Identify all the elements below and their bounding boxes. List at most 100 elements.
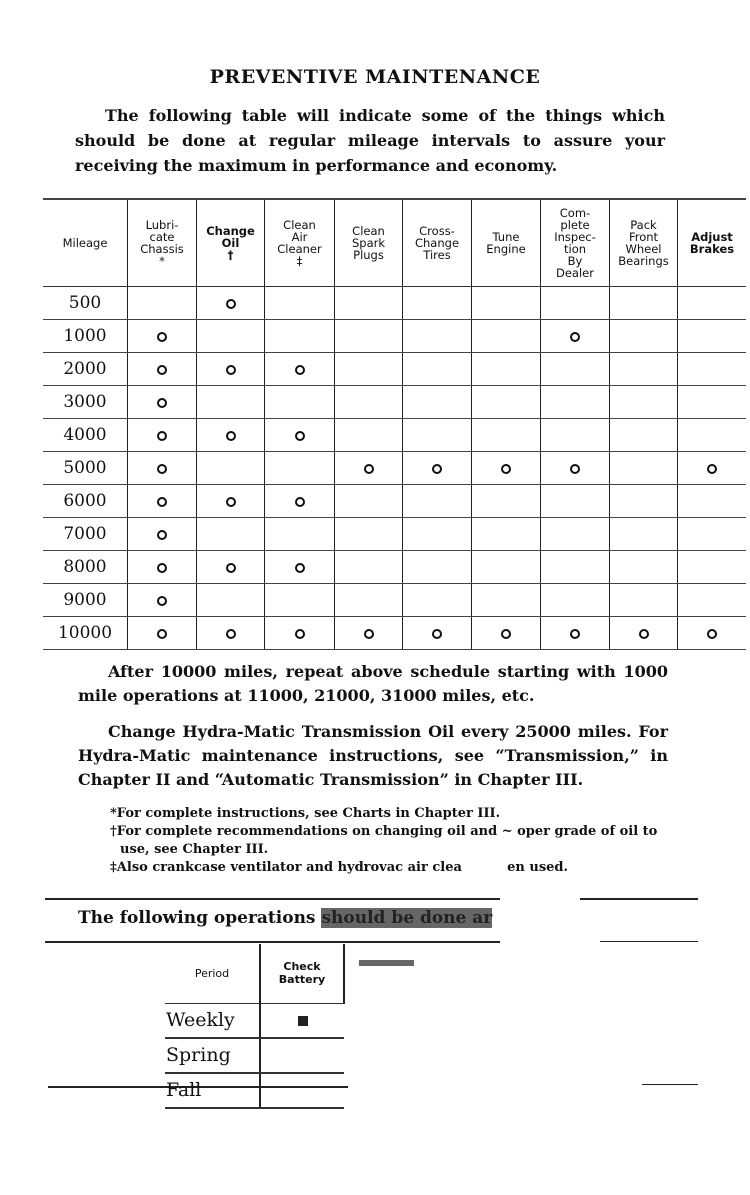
mileage-cell: 6000 (43, 484, 128, 518)
service-mark-icon (225, 628, 236, 639)
schedule-cell (196, 451, 265, 485)
schedule-cell (540, 517, 610, 551)
schedule-cell (334, 517, 403, 551)
schedule-cell (264, 550, 335, 584)
mileage-cell: 3000 (43, 385, 128, 419)
schedule-cell (402, 385, 472, 419)
service-mark-icon (638, 628, 649, 639)
divider (45, 941, 500, 943)
service-mark-icon (570, 463, 580, 474)
battery-cell (259, 1003, 344, 1039)
service-mark-icon (157, 595, 167, 606)
schedule-cell (677, 418, 746, 452)
schedule-cell (609, 385, 678, 419)
column-header: Clean Air Cleaner ‡ (264, 198, 335, 287)
service-mark-icon (157, 562, 167, 573)
column-header: Mileage (43, 198, 128, 287)
schedule-cell (677, 451, 746, 485)
schedule-cell (540, 451, 610, 485)
battery-cell (259, 1037, 344, 1074)
schedule-cell (127, 286, 197, 320)
service-mark-icon (294, 430, 305, 441)
schedule-cell (402, 418, 472, 452)
table-row: 6000 (43, 484, 746, 518)
service-mark-icon (157, 463, 167, 474)
schedule-cell (471, 319, 541, 353)
schedule-cell (127, 484, 197, 518)
schedule-cell (402, 517, 472, 551)
schedule-cell (609, 352, 678, 386)
schedule-cell (127, 616, 197, 650)
schedule-cell (334, 550, 403, 584)
service-mark-icon (225, 430, 236, 441)
schedule-cell (196, 319, 265, 353)
service-mark-icon (501, 463, 511, 474)
schedule-cell (540, 352, 610, 386)
schedule-cell (402, 484, 472, 518)
period-row: Fall (165, 1072, 427, 1109)
service-mark-icon (225, 364, 236, 375)
schedule-cell (334, 286, 403, 320)
service-mark-icon (157, 496, 167, 507)
schedule-cell (334, 484, 403, 518)
schedule-cell (264, 583, 335, 617)
service-mark-icon (157, 430, 167, 441)
divider (600, 941, 698, 942)
header-check-battery: Check Battery (259, 944, 344, 1004)
schedule-cell (677, 484, 746, 518)
table-row: 8000 (43, 550, 746, 584)
header-period: Period (165, 944, 260, 1004)
schedule-cell (402, 550, 472, 584)
schedule-cell (471, 583, 541, 617)
schedule-cell (196, 517, 265, 551)
schedule-cell (471, 451, 541, 485)
service-mark-icon (225, 298, 236, 309)
header-smudged (343, 944, 427, 1003)
schedule-cell (677, 583, 746, 617)
service-mark-icon (294, 364, 305, 375)
schedule-cell (677, 352, 746, 386)
schedule-cell (127, 550, 197, 584)
schedule-cell (540, 616, 610, 650)
schedule-cell (609, 451, 678, 485)
service-mark-icon (363, 463, 374, 474)
schedule-cell (127, 517, 197, 551)
footnote: *For complete instructions, see Charts i… (110, 806, 501, 821)
divider (45, 898, 500, 900)
schedule-cell (127, 319, 197, 353)
service-mark-icon (432, 628, 442, 639)
service-mark-icon (570, 331, 580, 342)
service-mark-icon (294, 562, 305, 573)
table-row: 3000 (43, 385, 746, 419)
service-mark-icon (157, 364, 167, 375)
schedule-cell (264, 319, 335, 353)
schedule-cell (196, 550, 265, 584)
schedule-cell (127, 418, 197, 452)
table-row: 10000 (43, 616, 746, 650)
schedule-cell (196, 583, 265, 617)
schedule-cell (471, 418, 541, 452)
schedule-cell (609, 550, 678, 584)
schedule-cell (540, 550, 610, 584)
period-label: Spring (165, 1037, 260, 1074)
schedule-cell (196, 616, 265, 650)
schedule-cell (402, 583, 472, 617)
schedule-cell (127, 451, 197, 485)
mileage-cell: 1000 (43, 319, 128, 353)
table-row: 500 (43, 286, 746, 320)
mileage-cell: 7000 (43, 517, 128, 551)
table-row: 4000 (43, 418, 746, 452)
schedule-cell (609, 616, 678, 650)
schedule-cell (264, 286, 335, 320)
schedule-cell (471, 517, 541, 551)
schedule-cell (402, 319, 472, 353)
period-row: Weekly (165, 1003, 427, 1039)
service-mark-icon (157, 529, 167, 540)
table-row: 5000 (43, 451, 746, 485)
repeat-note: After 10000 miles, repeat above schedule… (78, 662, 668, 705)
schedule-cell (196, 418, 265, 452)
schedule-cell (677, 616, 746, 650)
schedule-cell (677, 385, 746, 419)
schedule-cell (609, 286, 678, 320)
